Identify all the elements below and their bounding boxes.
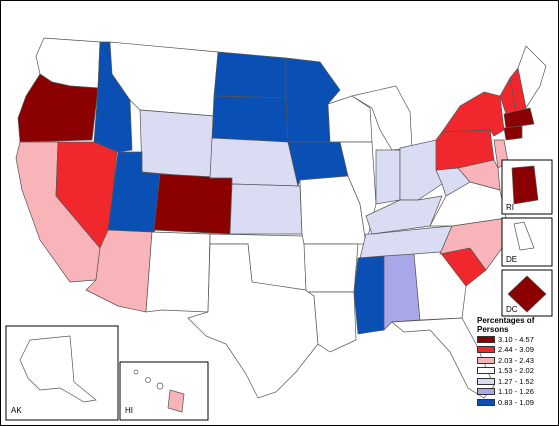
state-ma (503, 107, 535, 129)
inset-hi-box (119, 361, 209, 421)
inset-ri-shape (511, 165, 539, 205)
state-md (457, 159, 501, 191)
state-tx (187, 243, 319, 399)
state-ms (353, 255, 385, 335)
state-nd (213, 51, 287, 99)
legend-item: 2.44 - 3.09 (477, 345, 555, 356)
state-ar (303, 243, 359, 293)
inset-de: DE (501, 217, 553, 267)
legend-item: 1.27 - 1.52 (477, 376, 555, 387)
legend-swatch (477, 388, 495, 396)
legend-label: 2.03 - 2.43 (498, 355, 534, 365)
legend-title: Percentages of Persons (477, 316, 535, 334)
legend-swatch (477, 377, 495, 385)
state-in (375, 149, 401, 205)
inset-dc-label: DC (506, 305, 518, 314)
state-wy (139, 109, 215, 179)
state-or (17, 73, 99, 143)
state-fl (391, 317, 495, 399)
legend-rows: 3.10 - 4.57 2.44 - 3.09 2.03 - 2.43 1.53 - … (477, 334, 555, 408)
legend-swatch (477, 356, 495, 364)
inset-ak-shape (19, 335, 97, 403)
legend: Percentages of Persons 3.10 - 4.57 2.44 -… (477, 316, 555, 408)
inset-hi: HI (119, 361, 209, 421)
state-nm (145, 231, 211, 313)
state-al (383, 253, 421, 331)
inset-dc: DC (501, 269, 553, 317)
legend-item: 0.83 - 1.09 (477, 397, 555, 408)
inset-hi-island-4 (167, 389, 185, 413)
inset-hi-island-1 (133, 369, 139, 375)
inset-de-shape (513, 221, 535, 251)
inset-hi-label: HI (125, 406, 133, 415)
legend-item: 1.53 - 2.02 (477, 366, 555, 377)
legend-item: 2.03 - 2.43 (477, 355, 555, 366)
inset-dc-shape (507, 275, 547, 313)
state-co (153, 173, 233, 235)
legend-swatch (477, 367, 495, 375)
inset-ak-label: AK (11, 406, 22, 415)
legend-swatch (477, 398, 495, 406)
inset-hi-island-2 (145, 377, 151, 383)
inset-hi-island-3 (156, 382, 164, 390)
legend-swatch (477, 335, 495, 343)
legend-item: 1.10 - 1.26 (477, 387, 555, 398)
legend-label: 1.53 - 2.02 (498, 366, 534, 376)
inset-ak: AK (5, 325, 119, 421)
state-me (517, 45, 547, 109)
legend-label: 1.10 - 1.26 (498, 387, 534, 397)
state-sd (211, 95, 289, 143)
state-oh (399, 139, 443, 201)
state-ny (441, 91, 505, 137)
legend-label: 2.44 - 3.09 (498, 345, 534, 355)
state-ct (503, 125, 523, 141)
legend-swatch (477, 346, 495, 354)
inset-de-label: DE (506, 255, 517, 264)
legend-label: 1.27 - 1.52 (498, 376, 534, 386)
inset-ri-label: RI (506, 203, 514, 212)
state-layer (15, 37, 547, 399)
inset-ri: RI (501, 159, 553, 215)
state-ks (229, 183, 303, 235)
legend-label: 0.83 - 1.09 (498, 397, 534, 407)
legend-item: 3.10 - 4.57 (477, 334, 555, 345)
legend-label: 3.10 - 4.57 (498, 334, 534, 344)
